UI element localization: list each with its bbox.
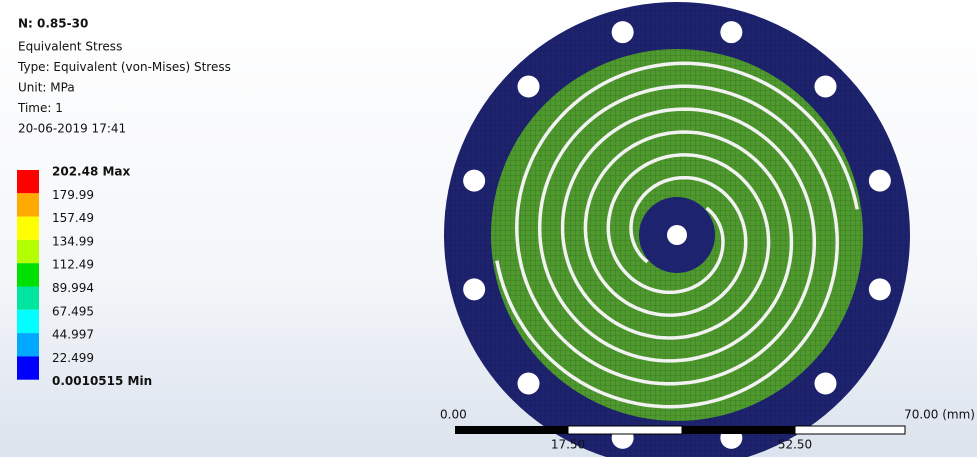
legend-label: 44.997 [52,328,94,342]
info-line: Equivalent Stress [18,40,122,54]
legend-band [17,333,39,356]
info-line: Time: 1 [17,101,63,115]
bolt-hole [612,21,634,43]
scale-segment [795,426,905,434]
legend-label: 179.99 [52,188,94,202]
legend-label: 67.495 [52,304,94,318]
model [444,2,910,457]
bolt-hole [814,76,836,98]
result-title: N: 0.85-30 [18,17,88,31]
info-line: Type: Equivalent (von-Mises) Stress [17,60,231,74]
scale-label: 17.50 [551,438,585,452]
scale-segment [682,426,795,434]
scale-label: 52.50 [778,438,812,452]
center-hole [667,225,687,245]
scale-segment [568,426,682,434]
legend-band [17,310,39,333]
legend-band [17,170,39,193]
scale-label: 70.00 (mm) [904,408,975,422]
legend-band [17,356,39,379]
legend-band [17,287,39,310]
scale-label: 0.00 [440,408,467,422]
bolt-hole [463,278,485,300]
info-line: 20-06-2019 17:41 [18,122,126,136]
bolt-hole [720,21,742,43]
info-line: Unit: MPa [18,81,75,95]
screenshot: 202.48 Max 179.99 157.49 134.99 112.49 89.994… [0,0,977,457]
bolt-hole [869,278,891,300]
bolt-hole [518,76,540,98]
legend-label: 202.48 Max [52,165,131,179]
bolt-hole [814,372,836,394]
legend-label: 22.499 [52,351,94,365]
legend-band [17,217,39,240]
legend-label: 134.99 [52,234,94,248]
legend-label: 89.994 [52,281,94,295]
legend-band [17,263,39,286]
bolt-hole [869,170,891,192]
bolt-hole [518,372,540,394]
bolt-hole [463,170,485,192]
legend-label: 157.49 [52,211,94,225]
legend-band [17,193,39,216]
viewport: 202.48 Max 179.99 157.49 134.99 112.49 89.994… [0,0,977,457]
legend-band [17,240,39,263]
legend-label: 112.49 [52,258,94,272]
legend-label: 0.0010515 Min [52,374,152,388]
scale-segment [455,426,568,434]
